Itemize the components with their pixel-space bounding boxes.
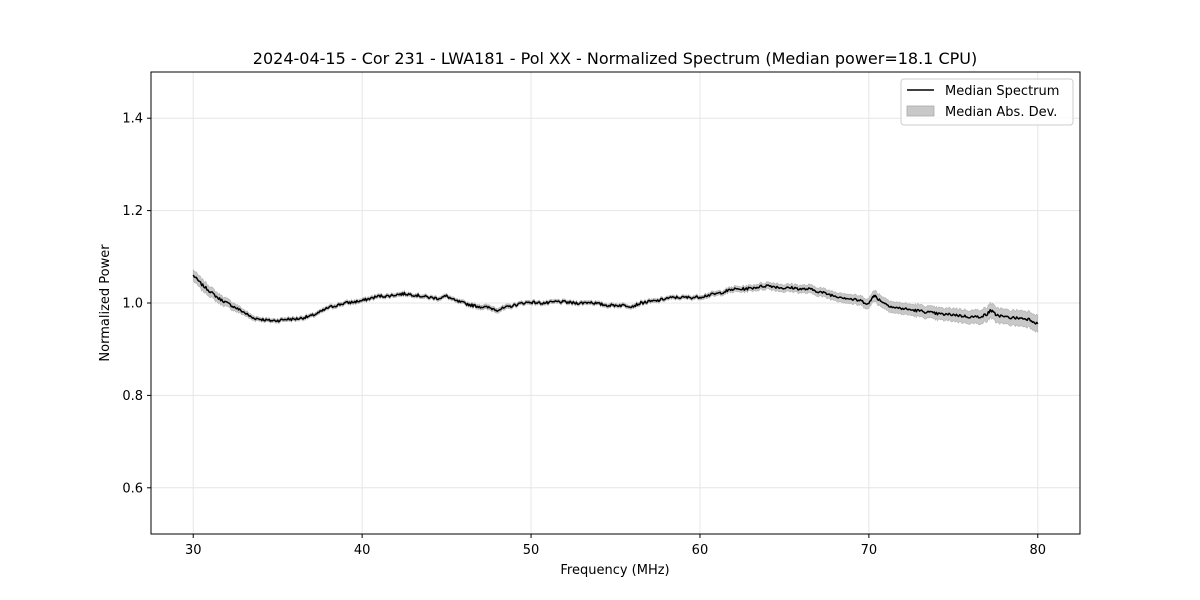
legend-patch-swatch <box>906 105 935 117</box>
x-axis-ticks: 30 40 50 60 70 80 <box>185 534 1046 558</box>
legend-box <box>900 78 1074 126</box>
x-tick-label: 80 <box>1029 543 1046 558</box>
y-tick-label: 1.2 <box>122 204 143 219</box>
chart-title: 2024-04-15 - Cor 231 - LWA181 - Pol XX -… <box>253 49 977 68</box>
x-tick-label: 50 <box>523 543 540 558</box>
y-tick-label: 1.4 <box>122 112 143 127</box>
x-axis-label: Frequency (MHz) <box>560 563 669 578</box>
y-tick-label: 0.6 <box>122 481 143 496</box>
legend: Median Spectrum Median Abs. Dev. <box>900 78 1074 126</box>
y-tick-label: 1.0 <box>122 297 143 312</box>
x-tick-label: 70 <box>861 543 878 558</box>
median-line-group <box>192 274 1039 325</box>
legend-median-spectrum: Median Spectrum <box>945 84 1059 99</box>
legend-median-abs-dev: Median Abs. Dev. <box>945 105 1057 120</box>
y-axis-label: Normalized Power <box>98 244 113 362</box>
x-tick-label: 30 <box>185 543 202 558</box>
median-spectrum-line <box>192 274 1039 325</box>
y-axis-ticks: 0.6 0.8 1.0 1.2 1.4 <box>122 112 151 496</box>
x-tick-label: 40 <box>354 543 371 558</box>
x-tick-label: 60 <box>692 543 709 558</box>
y-tick-label: 0.8 <box>122 389 143 404</box>
